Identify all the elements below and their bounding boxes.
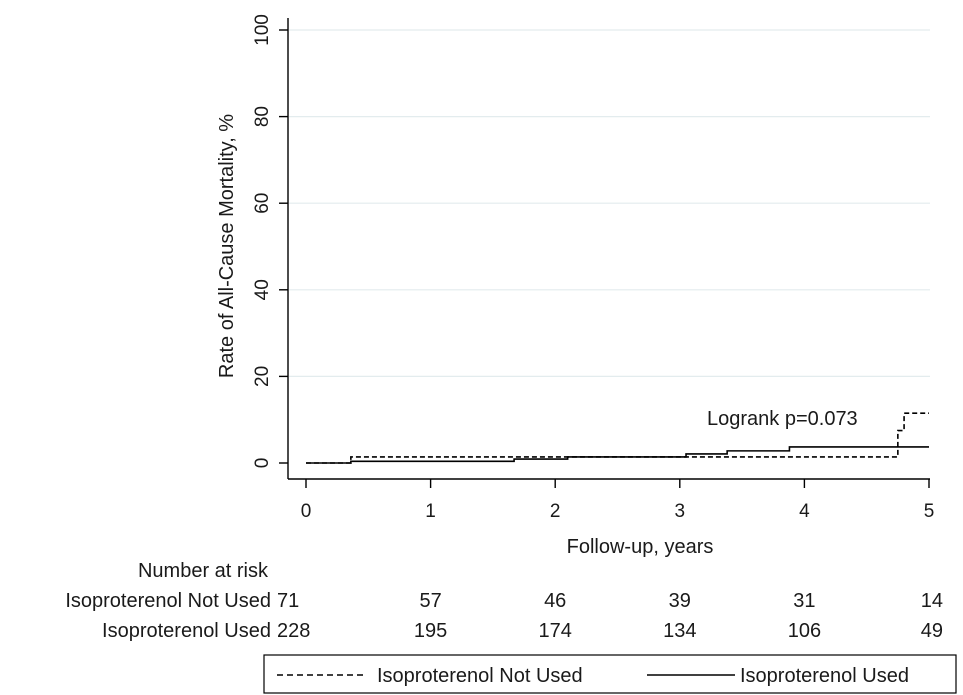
x-tick-label: 2: [550, 501, 561, 522]
y-tick-label: 60: [252, 193, 273, 214]
legend: Isoproterenol Not Used Isoproterenol Use…: [263, 654, 957, 694]
risk-value: 134: [663, 620, 696, 642]
risk-value: 39: [669, 590, 691, 612]
gridlines: [289, 29, 930, 377]
y-tick-label: 100: [252, 14, 273, 46]
curve-not-used: [306, 412, 929, 464]
axes: [287, 18, 930, 480]
risk-row-label: Isoproterenol Not Used: [65, 590, 271, 612]
risk-values: 71 57 46 39 31 14 228 195 174 134 106 49: [277, 590, 943, 642]
risk-value: 228: [277, 620, 310, 642]
y-tick-label: 0: [252, 458, 273, 469]
x-axis-title: Follow-up, years: [567, 536, 714, 558]
risk-value: 46: [544, 590, 566, 612]
risk-row-label: Isoproterenol Used: [102, 620, 271, 642]
x-tick-label: 1: [425, 501, 436, 522]
x-tick-label: 3: [675, 501, 686, 522]
risk-value: 49: [921, 620, 943, 642]
y-tick-label: 40: [252, 279, 273, 300]
risk-table-title: Number at risk: [138, 560, 269, 582]
y-axis-title: Rate of All-Cause Mortality, %: [216, 114, 238, 378]
y-tick-label: 80: [252, 106, 273, 127]
curve-used: [306, 446, 929, 464]
y-ticks: 0 20 40 60 80 100: [252, 14, 288, 468]
risk-value: 106: [788, 620, 821, 642]
survival-curves: [306, 412, 929, 464]
legend-box: [263, 654, 957, 694]
risk-table: Number at risk Isoproterenol Not Used Is…: [65, 560, 943, 642]
risk-value: 57: [419, 590, 441, 612]
risk-value: 31: [793, 590, 815, 612]
x-tick-label: 5: [924, 501, 935, 522]
y-tick-label: 20: [252, 366, 273, 387]
x-tick-label: 4: [799, 501, 810, 522]
legend-label: Isoproterenol Used: [740, 665, 909, 687]
risk-value: 195: [414, 620, 447, 642]
logrank-annotation: Logrank p=0.073: [707, 408, 858, 430]
risk-value: 174: [539, 620, 572, 642]
risk-value: 71: [277, 590, 299, 612]
legend-label: Isoproterenol Not Used: [377, 665, 583, 687]
x-ticks: 0 1 2 3 4 5: [301, 479, 935, 522]
risk-value: 14: [921, 590, 943, 612]
x-tick-label: 0: [301, 501, 312, 522]
